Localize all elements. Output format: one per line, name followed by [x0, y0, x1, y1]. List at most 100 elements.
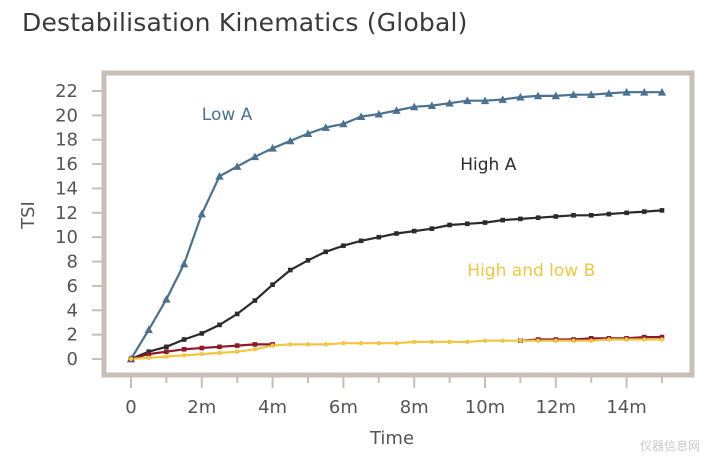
- x-tick-label: 6m: [329, 397, 358, 418]
- y-tick-label: 4: [67, 300, 78, 321]
- series-line-0: [130, 91, 662, 360]
- data-point: [252, 347, 258, 352]
- data-point: [392, 106, 401, 114]
- series-annotation: High and low B: [467, 261, 595, 281]
- data-point: [162, 295, 171, 303]
- series-annotation: High A: [460, 155, 516, 175]
- series-annotations: Low A High A High and low B: [202, 105, 595, 281]
- x-tick-label: 10m: [465, 397, 505, 418]
- data-point: [179, 259, 189, 268]
- series-lines: [130, 91, 663, 361]
- data-point: [535, 338, 541, 343]
- data-point: [589, 338, 594, 343]
- data-point: [659, 208, 665, 213]
- y-tick-label: 6: [67, 276, 78, 297]
- data-point: [341, 243, 346, 249]
- data-point: [498, 95, 507, 103]
- data-point: [445, 98, 454, 107]
- data-point: [215, 172, 224, 180]
- data-point: [164, 344, 169, 350]
- data-point: [606, 211, 612, 217]
- y-tick-label: 12: [55, 203, 78, 224]
- data-point: [482, 220, 488, 225]
- data-point: [146, 355, 151, 360]
- data-point: [270, 282, 275, 287]
- data-point: [376, 234, 382, 240]
- y-tick-label: 2: [67, 325, 78, 346]
- data-point: [500, 338, 505, 343]
- data-point: [235, 349, 240, 354]
- data-point: [463, 96, 472, 105]
- data-point: [411, 228, 417, 234]
- data-point: [587, 90, 596, 99]
- data-point: [412, 339, 417, 345]
- x-tick-label: 12m: [536, 397, 576, 418]
- plot-frame: [101, 70, 695, 378]
- data-point: [465, 339, 470, 345]
- y-tick-label: 0: [67, 349, 78, 370]
- data-point: [569, 90, 578, 99]
- data-point: [427, 101, 437, 109]
- y-axis-label: TSI: [18, 201, 39, 230]
- data-point: [533, 91, 543, 100]
- data-point: [622, 88, 631, 96]
- data-point: [640, 88, 649, 96]
- data-point: [233, 162, 242, 170]
- data-point: [305, 258, 311, 263]
- data-point: [199, 331, 205, 336]
- data-point: [144, 325, 153, 334]
- data-point: [480, 96, 490, 105]
- data-point: [358, 238, 364, 244]
- data-point: [128, 356, 134, 362]
- data-point: [642, 334, 647, 340]
- data-point: [642, 209, 647, 214]
- data-point: [358, 340, 364, 346]
- data-point: [199, 351, 204, 357]
- y-tick-label: 8: [67, 252, 78, 273]
- x-axis-label: Time: [369, 428, 414, 449]
- data-point: [571, 338, 576, 343]
- data-point: [604, 89, 614, 97]
- data-point: [356, 112, 366, 120]
- data-point: [447, 222, 452, 228]
- data-point: [217, 344, 222, 350]
- data-point: [624, 337, 629, 342]
- data-point: [339, 119, 348, 128]
- x-tick-label: 0: [125, 397, 136, 418]
- data-point: [429, 339, 435, 345]
- y-tick-label: 22: [55, 81, 78, 102]
- data-point: [252, 342, 258, 347]
- data-point: [376, 340, 381, 346]
- data-point: [657, 88, 667, 96]
- data-point: [447, 339, 452, 345]
- x-axis: 0 2m 4m 6m 8m 10m 12m 14m: [125, 375, 663, 418]
- data-point: [642, 337, 647, 342]
- y-tick-label: 10: [55, 227, 78, 248]
- data-point: [341, 340, 346, 346]
- data-point: [374, 109, 383, 118]
- data-point: [535, 215, 541, 220]
- data-point: [217, 322, 222, 328]
- data-point: [321, 123, 330, 131]
- data-point: [164, 349, 169, 354]
- data-point: [234, 311, 240, 317]
- x-tick-label: 8m: [400, 397, 429, 418]
- y-tick-label: 16: [55, 154, 78, 175]
- data-point: [146, 349, 151, 354]
- data-point: [288, 267, 293, 273]
- data-point: [410, 102, 419, 111]
- series-annotation: Low A: [202, 105, 253, 125]
- watermark: 仪器信息网: [640, 438, 700, 453]
- data-point: [553, 214, 559, 219]
- data-point: [553, 338, 558, 343]
- data-point: [181, 346, 187, 352]
- data-point: [624, 210, 629, 216]
- y-tick-label: 20: [55, 105, 78, 126]
- y-axis: 0 2 4 6 8 10 12 14 16 18 20 22: [55, 81, 104, 370]
- data-point: [181, 353, 187, 358]
- chart-title: Destabilisation Kinematics (Global): [22, 8, 468, 37]
- data-point: [286, 136, 295, 145]
- data-point: [516, 92, 525, 101]
- data-point: [270, 343, 275, 348]
